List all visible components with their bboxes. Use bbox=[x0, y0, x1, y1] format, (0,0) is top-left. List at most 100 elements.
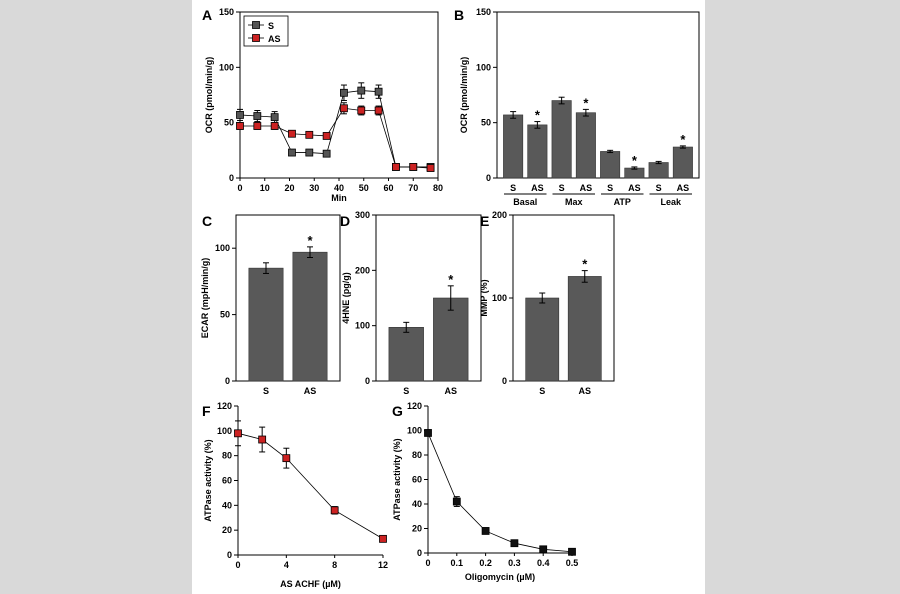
data-point bbox=[424, 429, 432, 437]
x-tick-label: AS bbox=[444, 386, 457, 396]
legend-label: S bbox=[268, 21, 274, 31]
y-tick-label: 40 bbox=[412, 499, 422, 509]
data-point bbox=[236, 122, 244, 130]
data-point bbox=[374, 106, 383, 115]
x-tick-label: 12 bbox=[378, 560, 388, 570]
data-point bbox=[409, 163, 418, 171]
data-point bbox=[392, 163, 400, 171]
x-tick-label: 0 bbox=[235, 560, 240, 570]
group-label: ATP bbox=[614, 197, 631, 207]
x-tick-label: S bbox=[510, 183, 516, 193]
y-tick-label: 60 bbox=[412, 475, 422, 485]
y-tick-label: 50 bbox=[224, 118, 234, 128]
x-tick-label: 80 bbox=[433, 183, 443, 193]
bar bbox=[525, 297, 560, 382]
y-tick-label: 50 bbox=[220, 310, 230, 320]
y-tick-label: 100 bbox=[407, 426, 422, 436]
series-line-1 bbox=[427, 432, 573, 553]
y-tick-label: 60 bbox=[222, 476, 232, 486]
bar bbox=[248, 267, 284, 382]
significance-star: * bbox=[535, 108, 541, 123]
significance-star: * bbox=[583, 95, 589, 110]
data-point bbox=[288, 129, 296, 138]
x-tick-label: 10 bbox=[260, 183, 270, 193]
y-axis-label: OCR (pmol/min/g) bbox=[459, 57, 469, 134]
x-tick-label: 30 bbox=[309, 183, 319, 193]
x-tick-label: 0.1 bbox=[451, 558, 464, 568]
group-label: Leak bbox=[660, 197, 682, 207]
data-point bbox=[379, 534, 387, 543]
data-point bbox=[510, 539, 519, 548]
y-tick-label: 120 bbox=[407, 401, 422, 411]
legend-box bbox=[243, 15, 289, 47]
x-tick-label: AS bbox=[531, 183, 544, 193]
y-tick-label: 0 bbox=[227, 550, 232, 560]
y-tick-label: 200 bbox=[492, 210, 507, 220]
y-tick-label: 0 bbox=[486, 173, 491, 183]
figure: A 0 50 100 150 OCR (pmol/min/g) 0 10 20 30 40 50 60 7… bbox=[192, 0, 705, 594]
y-tick-label: 100 bbox=[492, 293, 507, 303]
y-tick-label: 100 bbox=[355, 321, 370, 331]
y-tick-label: 0 bbox=[229, 173, 234, 183]
data-point bbox=[340, 88, 348, 97]
panel-letter-f: F bbox=[202, 403, 211, 419]
y-tick-label: 80 bbox=[412, 450, 422, 460]
data-point bbox=[568, 547, 576, 556]
x-tick-label: 0.3 bbox=[508, 558, 521, 568]
data-point bbox=[374, 87, 383, 96]
x-tick-label: 0.5 bbox=[566, 558, 579, 568]
y-tick-label: 40 bbox=[222, 500, 232, 510]
y-tick-label: 80 bbox=[222, 451, 232, 461]
plot-frame bbox=[496, 11, 700, 179]
x-tick-label: AS bbox=[677, 183, 690, 193]
y-tick-label: 150 bbox=[219, 7, 234, 17]
y-tick-label: 100 bbox=[215, 243, 230, 253]
bar bbox=[567, 276, 602, 382]
legend-label: AS bbox=[268, 34, 281, 44]
data-point bbox=[330, 506, 339, 515]
y-tick-label: 100 bbox=[217, 426, 232, 436]
significance-star: * bbox=[680, 132, 686, 147]
panel-letter-a: A bbox=[202, 7, 212, 23]
series-line-1 bbox=[237, 432, 384, 540]
data-point bbox=[539, 545, 548, 554]
x-tick-label: 60 bbox=[383, 183, 393, 193]
panel-letter-d: D bbox=[340, 213, 350, 229]
data-point bbox=[322, 132, 331, 140]
bar bbox=[672, 146, 693, 179]
y-axis-label: ECAR (mpH/min/g) bbox=[200, 258, 210, 339]
data-point bbox=[253, 122, 262, 130]
x-tick-label: AS bbox=[628, 183, 641, 193]
series-line-2 bbox=[240, 107, 431, 169]
bar bbox=[503, 114, 524, 179]
series-line-1 bbox=[239, 90, 431, 168]
x-tick-label: S bbox=[539, 386, 545, 396]
legend-marker bbox=[252, 34, 260, 42]
panel-letter-b: B bbox=[454, 7, 464, 23]
data-point bbox=[234, 429, 242, 438]
x-tick-label: 20 bbox=[284, 183, 294, 193]
data-point bbox=[270, 113, 279, 122]
x-tick-label: S bbox=[559, 183, 565, 193]
bar bbox=[648, 162, 669, 179]
data-point bbox=[452, 497, 461, 506]
significance-star: * bbox=[448, 272, 454, 287]
x-tick-label: 0.4 bbox=[537, 558, 550, 568]
x-tick-label: S bbox=[263, 386, 269, 396]
data-point bbox=[357, 106, 366, 115]
y-tick-label: 20 bbox=[222, 525, 232, 535]
y-tick-label: 0 bbox=[417, 548, 422, 558]
data-point bbox=[258, 435, 267, 444]
x-tick-label: 40 bbox=[334, 183, 344, 193]
x-tick-label: S bbox=[403, 386, 409, 396]
group-label: Max bbox=[565, 197, 583, 207]
x-tick-label: 70 bbox=[408, 183, 418, 193]
group-label: Basal bbox=[513, 197, 537, 207]
plot-frame bbox=[235, 214, 341, 382]
data-point bbox=[305, 130, 314, 139]
x-tick-label: 0 bbox=[425, 558, 430, 568]
data-point bbox=[481, 527, 490, 535]
x-axis-label: AS ACHF (µM) bbox=[280, 579, 341, 589]
x-tick-label: S bbox=[656, 183, 662, 193]
data-point bbox=[357, 86, 366, 95]
